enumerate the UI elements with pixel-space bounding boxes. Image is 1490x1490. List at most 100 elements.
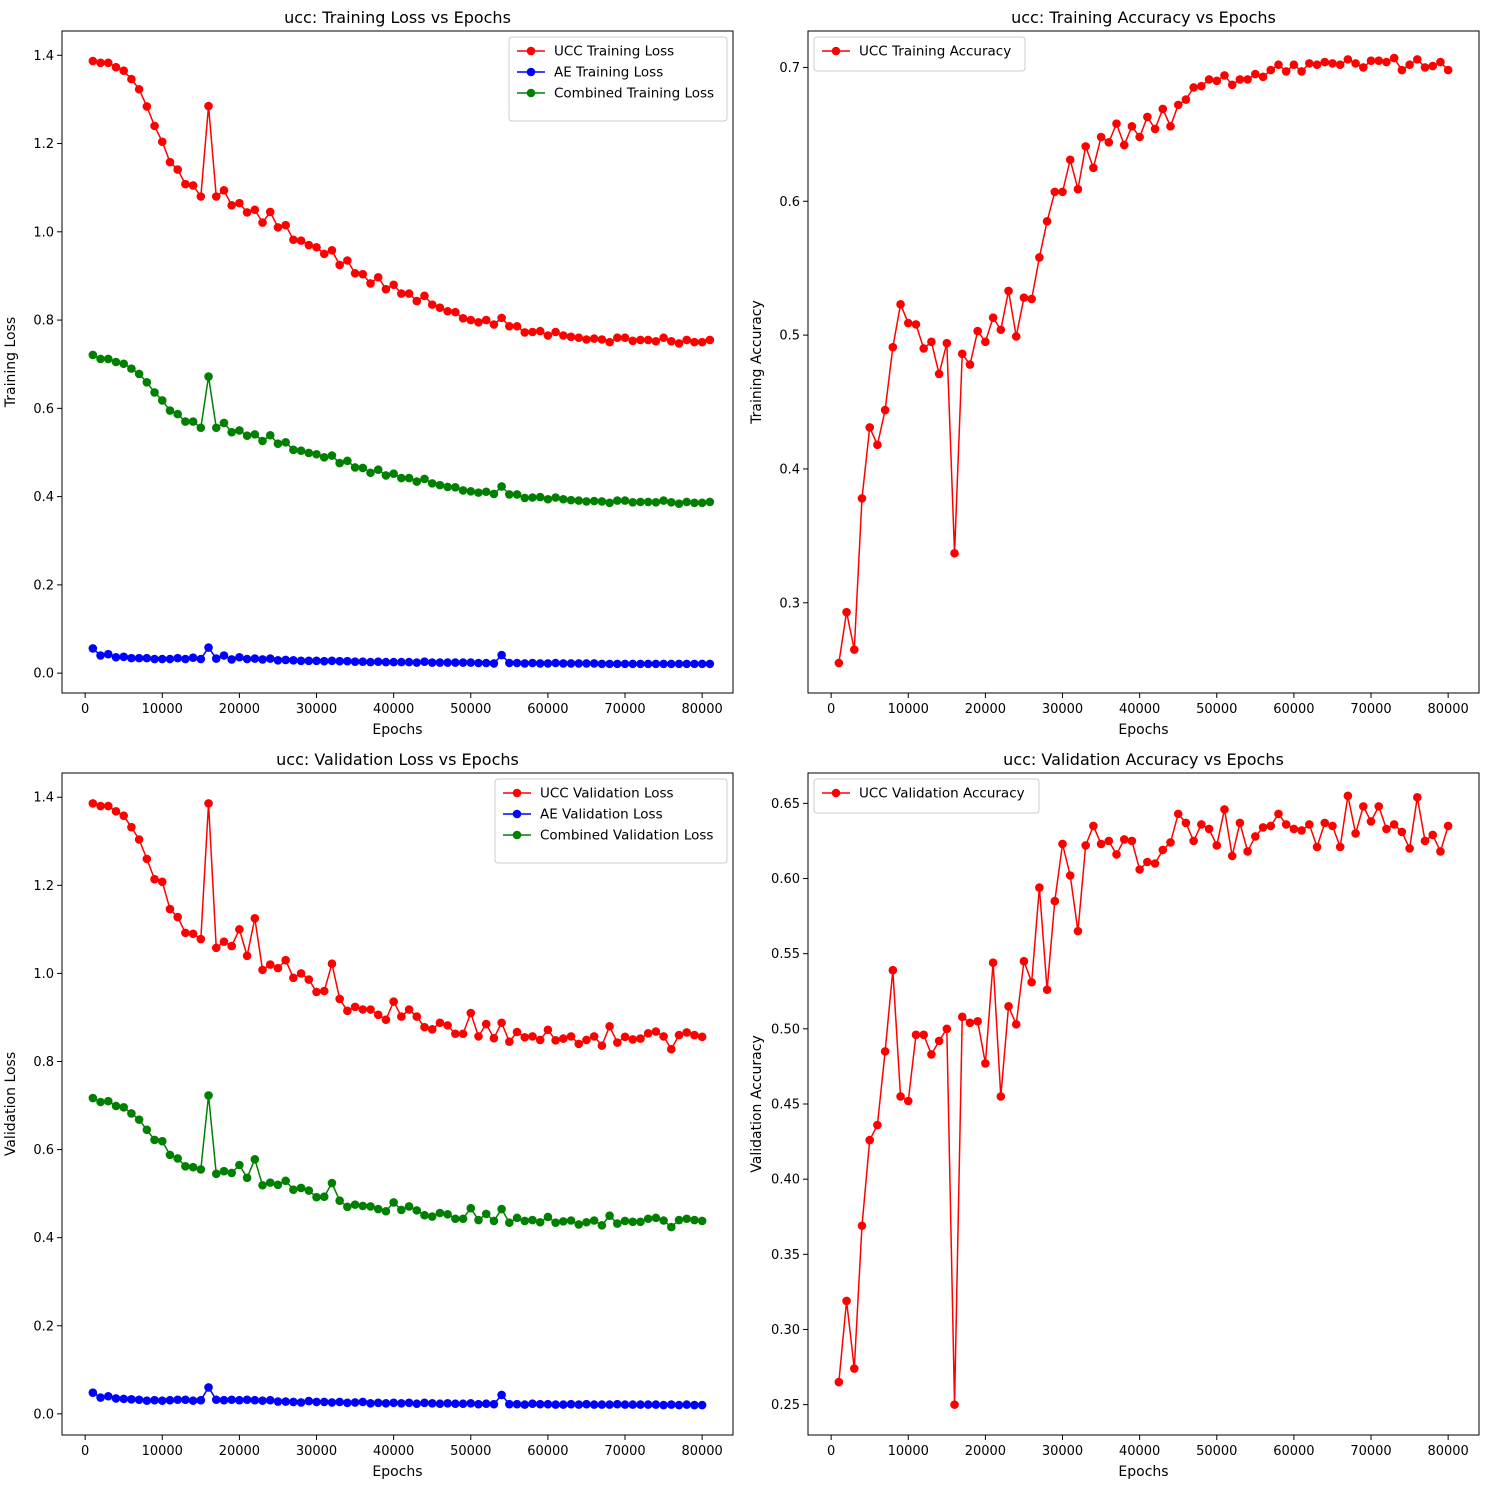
data-point — [111, 357, 121, 367]
x-axis-label: Epochs — [372, 722, 422, 738]
data-point — [157, 1136, 167, 1146]
data-point — [1359, 802, 1368, 811]
data-point — [319, 453, 329, 462]
data-point — [427, 1025, 437, 1034]
data-point — [88, 1093, 98, 1103]
data-point — [227, 1395, 236, 1405]
data-point — [481, 1399, 491, 1409]
x-tick-label: 50000 — [1196, 702, 1237, 717]
data-point — [574, 1400, 584, 1409]
data-point — [842, 1296, 851, 1306]
data-point — [389, 657, 398, 667]
data-point — [535, 659, 545, 668]
data-point — [227, 427, 236, 437]
data-point — [497, 650, 506, 660]
data-point — [589, 334, 599, 343]
data-point — [651, 1027, 661, 1036]
data-point — [474, 317, 483, 327]
data-point — [659, 1400, 668, 1410]
data-point — [520, 659, 530, 668]
data-point — [289, 656, 298, 665]
data-point — [543, 1212, 553, 1222]
data-point — [381, 284, 391, 294]
data-point — [458, 658, 468, 667]
data-point — [1158, 845, 1168, 855]
data-point — [1042, 985, 1052, 995]
y-tick-label: 0.4 — [779, 462, 800, 477]
data-point — [620, 659, 630, 669]
data-point — [643, 1214, 653, 1224]
data-point — [1104, 138, 1114, 147]
data-point — [1027, 294, 1036, 304]
data-point — [366, 468, 375, 478]
data-point — [1119, 140, 1129, 150]
data-point — [404, 1398, 414, 1408]
data-point — [235, 198, 244, 208]
legend-swatch-marker — [526, 67, 536, 77]
data-point — [350, 1002, 360, 1012]
data-point — [219, 418, 229, 428]
x-tick-label: 40000 — [373, 1444, 414, 1459]
data-point — [489, 320, 499, 329]
data-point — [373, 657, 383, 666]
data-point — [505, 1399, 514, 1409]
x-tick-label: 70000 — [604, 1444, 645, 1459]
data-point — [127, 1395, 136, 1404]
data-point — [543, 659, 553, 668]
data-point — [451, 483, 460, 492]
x-tick-label: 0 — [827, 702, 835, 717]
x-axis-label: Epochs — [372, 1464, 422, 1480]
data-point — [188, 417, 198, 426]
data-point — [142, 1396, 152, 1405]
data-point — [265, 1395, 275, 1405]
data-point — [520, 1216, 530, 1226]
data-point — [690, 1400, 699, 1410]
chart-title: ucc: Training Accuracy vs Epochs — [1011, 8, 1276, 27]
data-point — [1235, 75, 1245, 84]
data-point — [381, 657, 391, 667]
data-point — [589, 496, 599, 506]
data-point — [566, 659, 576, 668]
legend-swatch-marker — [831, 46, 841, 56]
data-point — [605, 1400, 614, 1409]
data-point — [142, 854, 152, 864]
x-tick-label: 20000 — [219, 1444, 260, 1459]
data-point — [942, 338, 952, 348]
legend-swatch-marker — [512, 788, 522, 798]
y-tick-label: 0.60 — [771, 872, 800, 887]
data-point — [543, 1399, 553, 1409]
data-point — [559, 1400, 568, 1409]
data-point — [103, 649, 113, 659]
data-point — [1035, 253, 1044, 262]
data-point — [659, 1216, 668, 1225]
data-point — [412, 1399, 422, 1409]
data-point — [690, 1215, 699, 1225]
data-point — [427, 1212, 437, 1221]
data-point — [242, 1173, 252, 1183]
data-point — [211, 943, 221, 953]
data-point — [427, 1398, 437, 1408]
legend: UCC Training Accuracy — [813, 36, 1026, 72]
data-point — [934, 1036, 944, 1046]
y-tick-label: 0.3 — [779, 596, 800, 611]
legend-entry-label: UCC Validation Loss — [540, 786, 674, 802]
data-point — [196, 934, 206, 944]
data-point — [188, 181, 198, 190]
data-point — [613, 1038, 622, 1047]
data-point — [1251, 69, 1260, 79]
data-point — [481, 1019, 491, 1029]
data-point — [319, 1192, 329, 1202]
data-point — [127, 653, 136, 663]
data-point — [903, 318, 913, 328]
data-point — [250, 914, 260, 923]
data-point — [834, 658, 844, 668]
data-point — [88, 350, 98, 360]
data-point — [142, 653, 152, 663]
data-point — [242, 1395, 252, 1405]
data-point — [1374, 56, 1384, 66]
data-point — [443, 1021, 452, 1030]
data-point — [520, 328, 530, 337]
data-point — [474, 488, 483, 497]
data-point — [219, 651, 229, 660]
data-point — [1004, 1001, 1013, 1011]
